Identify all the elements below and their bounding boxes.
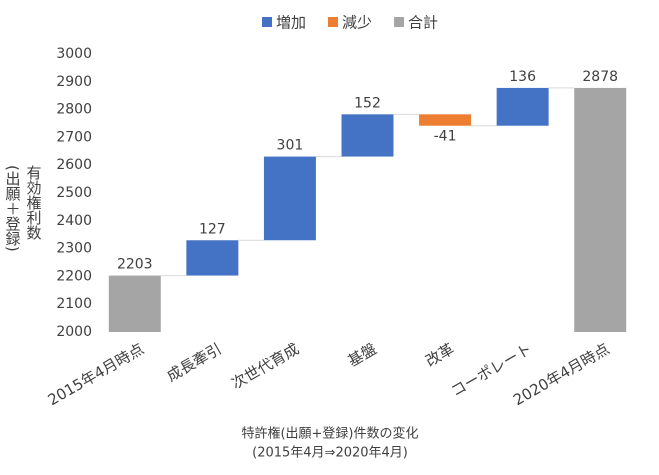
y-tick-label: 2300 (56, 241, 92, 257)
y-tick-label: 2600 (56, 157, 92, 173)
x-tick-label: 基盤 (345, 340, 380, 371)
x-tick-label: 次世代育成 (228, 340, 302, 393)
x-tick-label: 成長牽引 (164, 340, 225, 386)
y-tick-label: 2500 (56, 185, 92, 201)
chart-title: 特許権(出願+登録)件数の変化 (241, 426, 418, 442)
y-tick-label: 2900 (56, 74, 92, 90)
y-tick-label: 2800 (56, 102, 92, 118)
data-label: 2203 (117, 257, 153, 273)
data-label: 136 (509, 69, 536, 85)
legend-swatch (262, 17, 272, 27)
legend-label: 減少 (342, 14, 372, 32)
bar (496, 87, 549, 126)
legend-label: 増加 (276, 14, 306, 32)
data-label: 2878 (582, 69, 618, 85)
bar (186, 240, 239, 276)
y-tick-label: 2100 (56, 296, 92, 312)
x-tick-label: 改革 (422, 340, 457, 371)
x-tick-label: 2015年4月時点 (45, 340, 147, 409)
bar (263, 156, 316, 241)
y-tick-label: 2200 (56, 268, 92, 284)
y-tick-label: 2400 (56, 213, 92, 229)
y-axis-label: 有効権利数 (25, 165, 43, 240)
y-tick-label: 3000 (56, 46, 92, 62)
data-label: 152 (354, 95, 381, 111)
y-tick-label: 2000 (56, 324, 92, 340)
bar (108, 275, 161, 332)
legend-label: 合計 (408, 14, 438, 32)
legend-swatch (394, 17, 405, 27)
data-label: -41 (434, 129, 457, 145)
data-label: 301 (277, 138, 304, 154)
bar (341, 114, 394, 157)
legend-swatch (328, 17, 339, 27)
data-label: 127 (199, 221, 226, 237)
y-axis-label: (出願＋登録) (4, 165, 22, 252)
bar (419, 114, 472, 126)
bar (574, 87, 627, 332)
chart-subtitle: (2015年4月⇒2020年4月) (252, 446, 408, 461)
y-tick-label: 2700 (56, 129, 92, 145)
